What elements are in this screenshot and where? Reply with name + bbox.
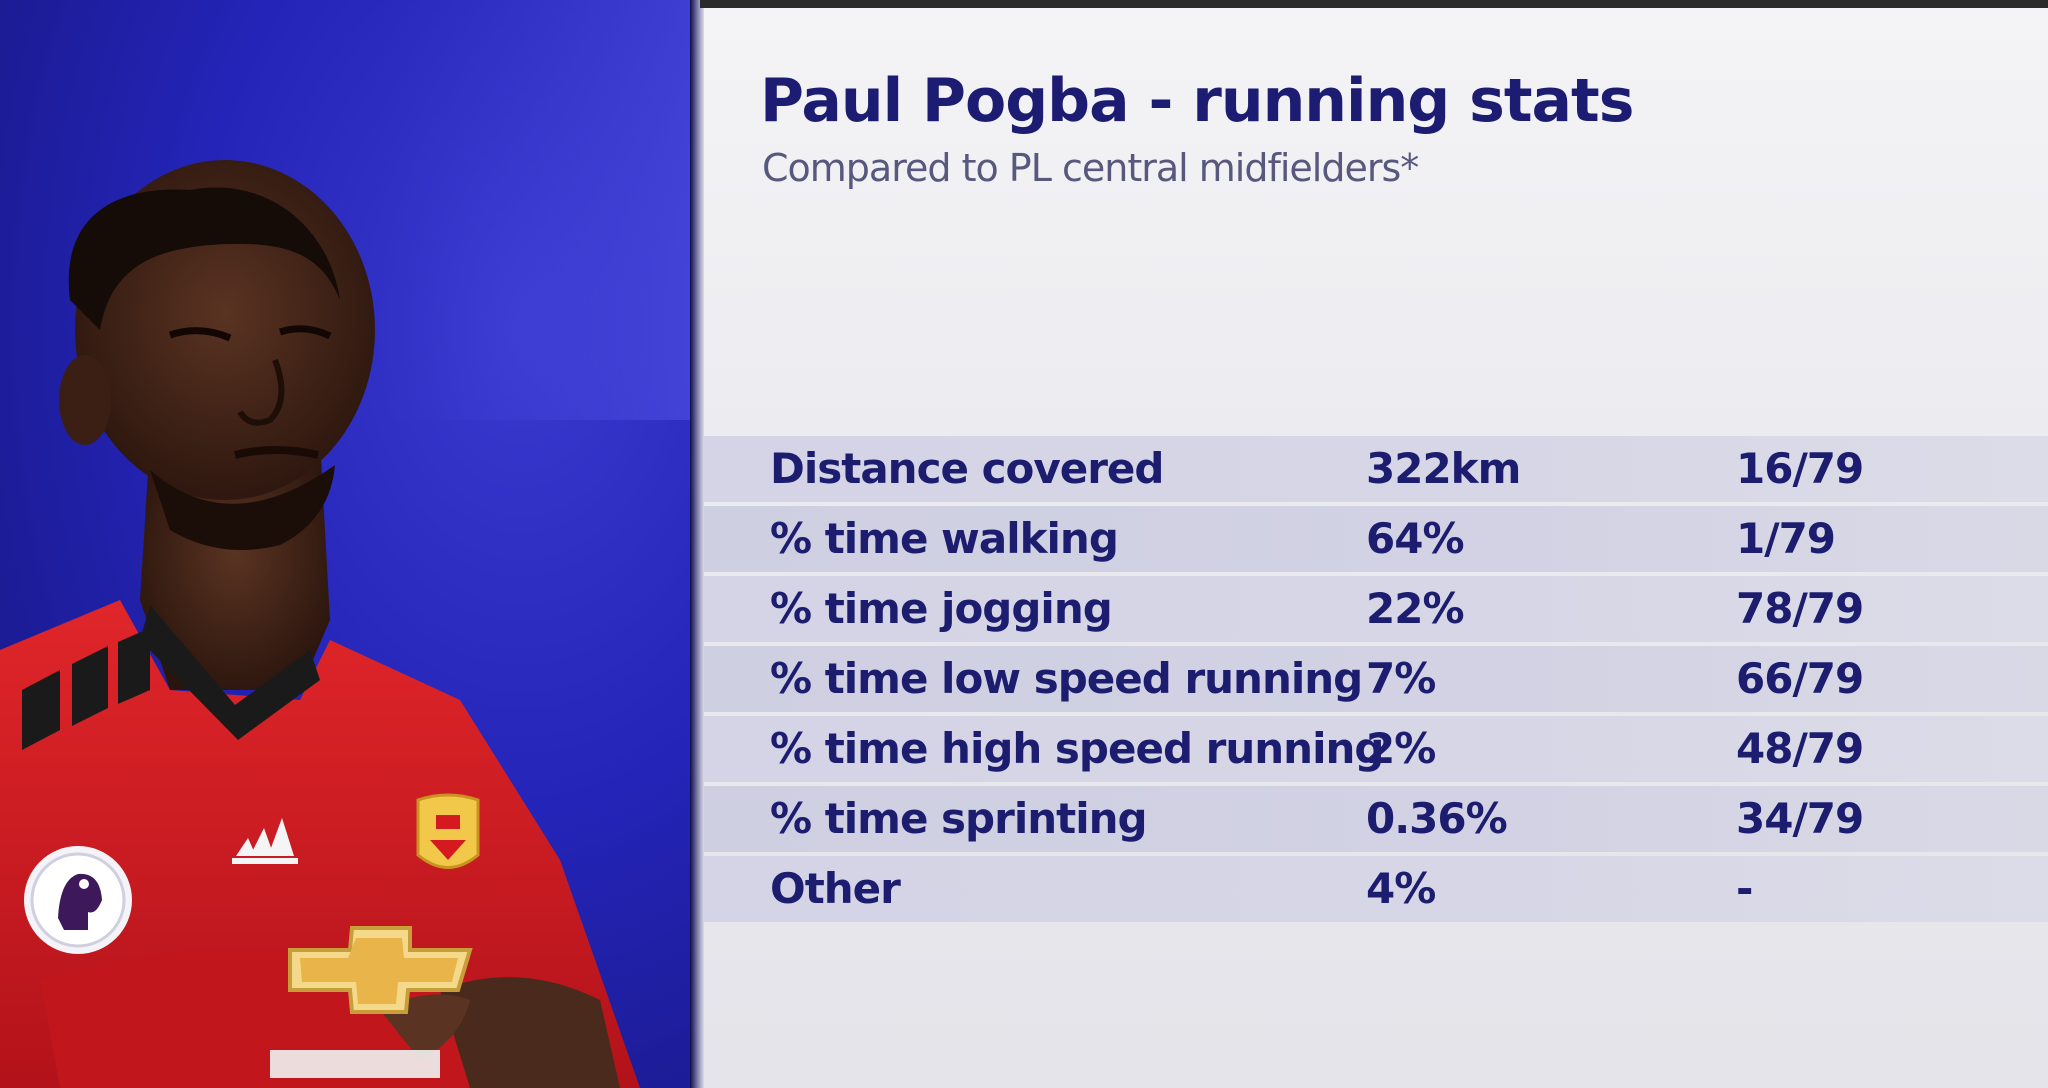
- stat-rank: 34/79: [1736, 794, 1864, 843]
- stat-rank: 66/79: [1736, 654, 1864, 703]
- stat-value: 64%: [1366, 514, 1465, 563]
- stat-label: Distance covered: [770, 444, 1164, 493]
- graphic-subtitle: Compared to PL central midfielders*: [762, 146, 1419, 190]
- stat-row-time-walking: % time walking 64% 1/79: [704, 506, 2048, 572]
- stat-value: 4%: [1366, 864, 1436, 913]
- stat-rank: 48/79: [1736, 724, 1864, 773]
- stat-label: % time high speed running: [770, 724, 1384, 773]
- stat-row-time-jogging: % time jogging 22% 78/79: [704, 576, 2048, 642]
- stat-label: % time walking: [770, 514, 1119, 563]
- stat-value: 2%: [1366, 724, 1436, 773]
- stat-value: 22%: [1366, 584, 1465, 633]
- stat-label: Other: [770, 864, 901, 913]
- premier-league-badge-icon: [24, 846, 132, 954]
- player-photo-panel: [0, 0, 696, 1088]
- graphic-title: Paul Pogba - running stats: [760, 66, 1634, 136]
- sponsor-logo-icon: [270, 926, 473, 1078]
- stat-rank: 78/79: [1736, 584, 1864, 633]
- stat-value: 7%: [1366, 654, 1436, 703]
- stat-label: % time low speed running: [770, 654, 1363, 703]
- adidas-logo-icon: [232, 818, 298, 864]
- stat-row-low-speed-running: % time low speed running 7% 66/79: [704, 646, 2048, 712]
- club-crest-icon: [416, 793, 480, 869]
- stat-row-distance-covered: Distance covered 322km 16/79: [704, 436, 2048, 502]
- stat-value: 322km: [1366, 444, 1521, 493]
- stats-table: Distance covered 322km 16/79 % time walk…: [704, 436, 2048, 926]
- stat-value: 0.36%: [1366, 794, 1508, 843]
- panel-divider: [690, 0, 704, 1088]
- stat-rank: 16/79: [1736, 444, 1864, 493]
- stat-label: % time jogging: [770, 584, 1113, 633]
- screen-top-edge: [700, 0, 2048, 8]
- stat-row-time-sprinting: % time sprinting 0.36% 34/79: [704, 786, 2048, 852]
- stat-rank: -: [1736, 864, 1753, 913]
- stat-rank: 1/79: [1736, 514, 1836, 563]
- player-photo: [0, 0, 696, 1088]
- stat-label: % time sprinting: [770, 794, 1148, 843]
- stat-row-high-speed-running: % time high speed running 2% 48/79: [704, 716, 2048, 782]
- stat-row-other: Other 4% -: [704, 856, 2048, 922]
